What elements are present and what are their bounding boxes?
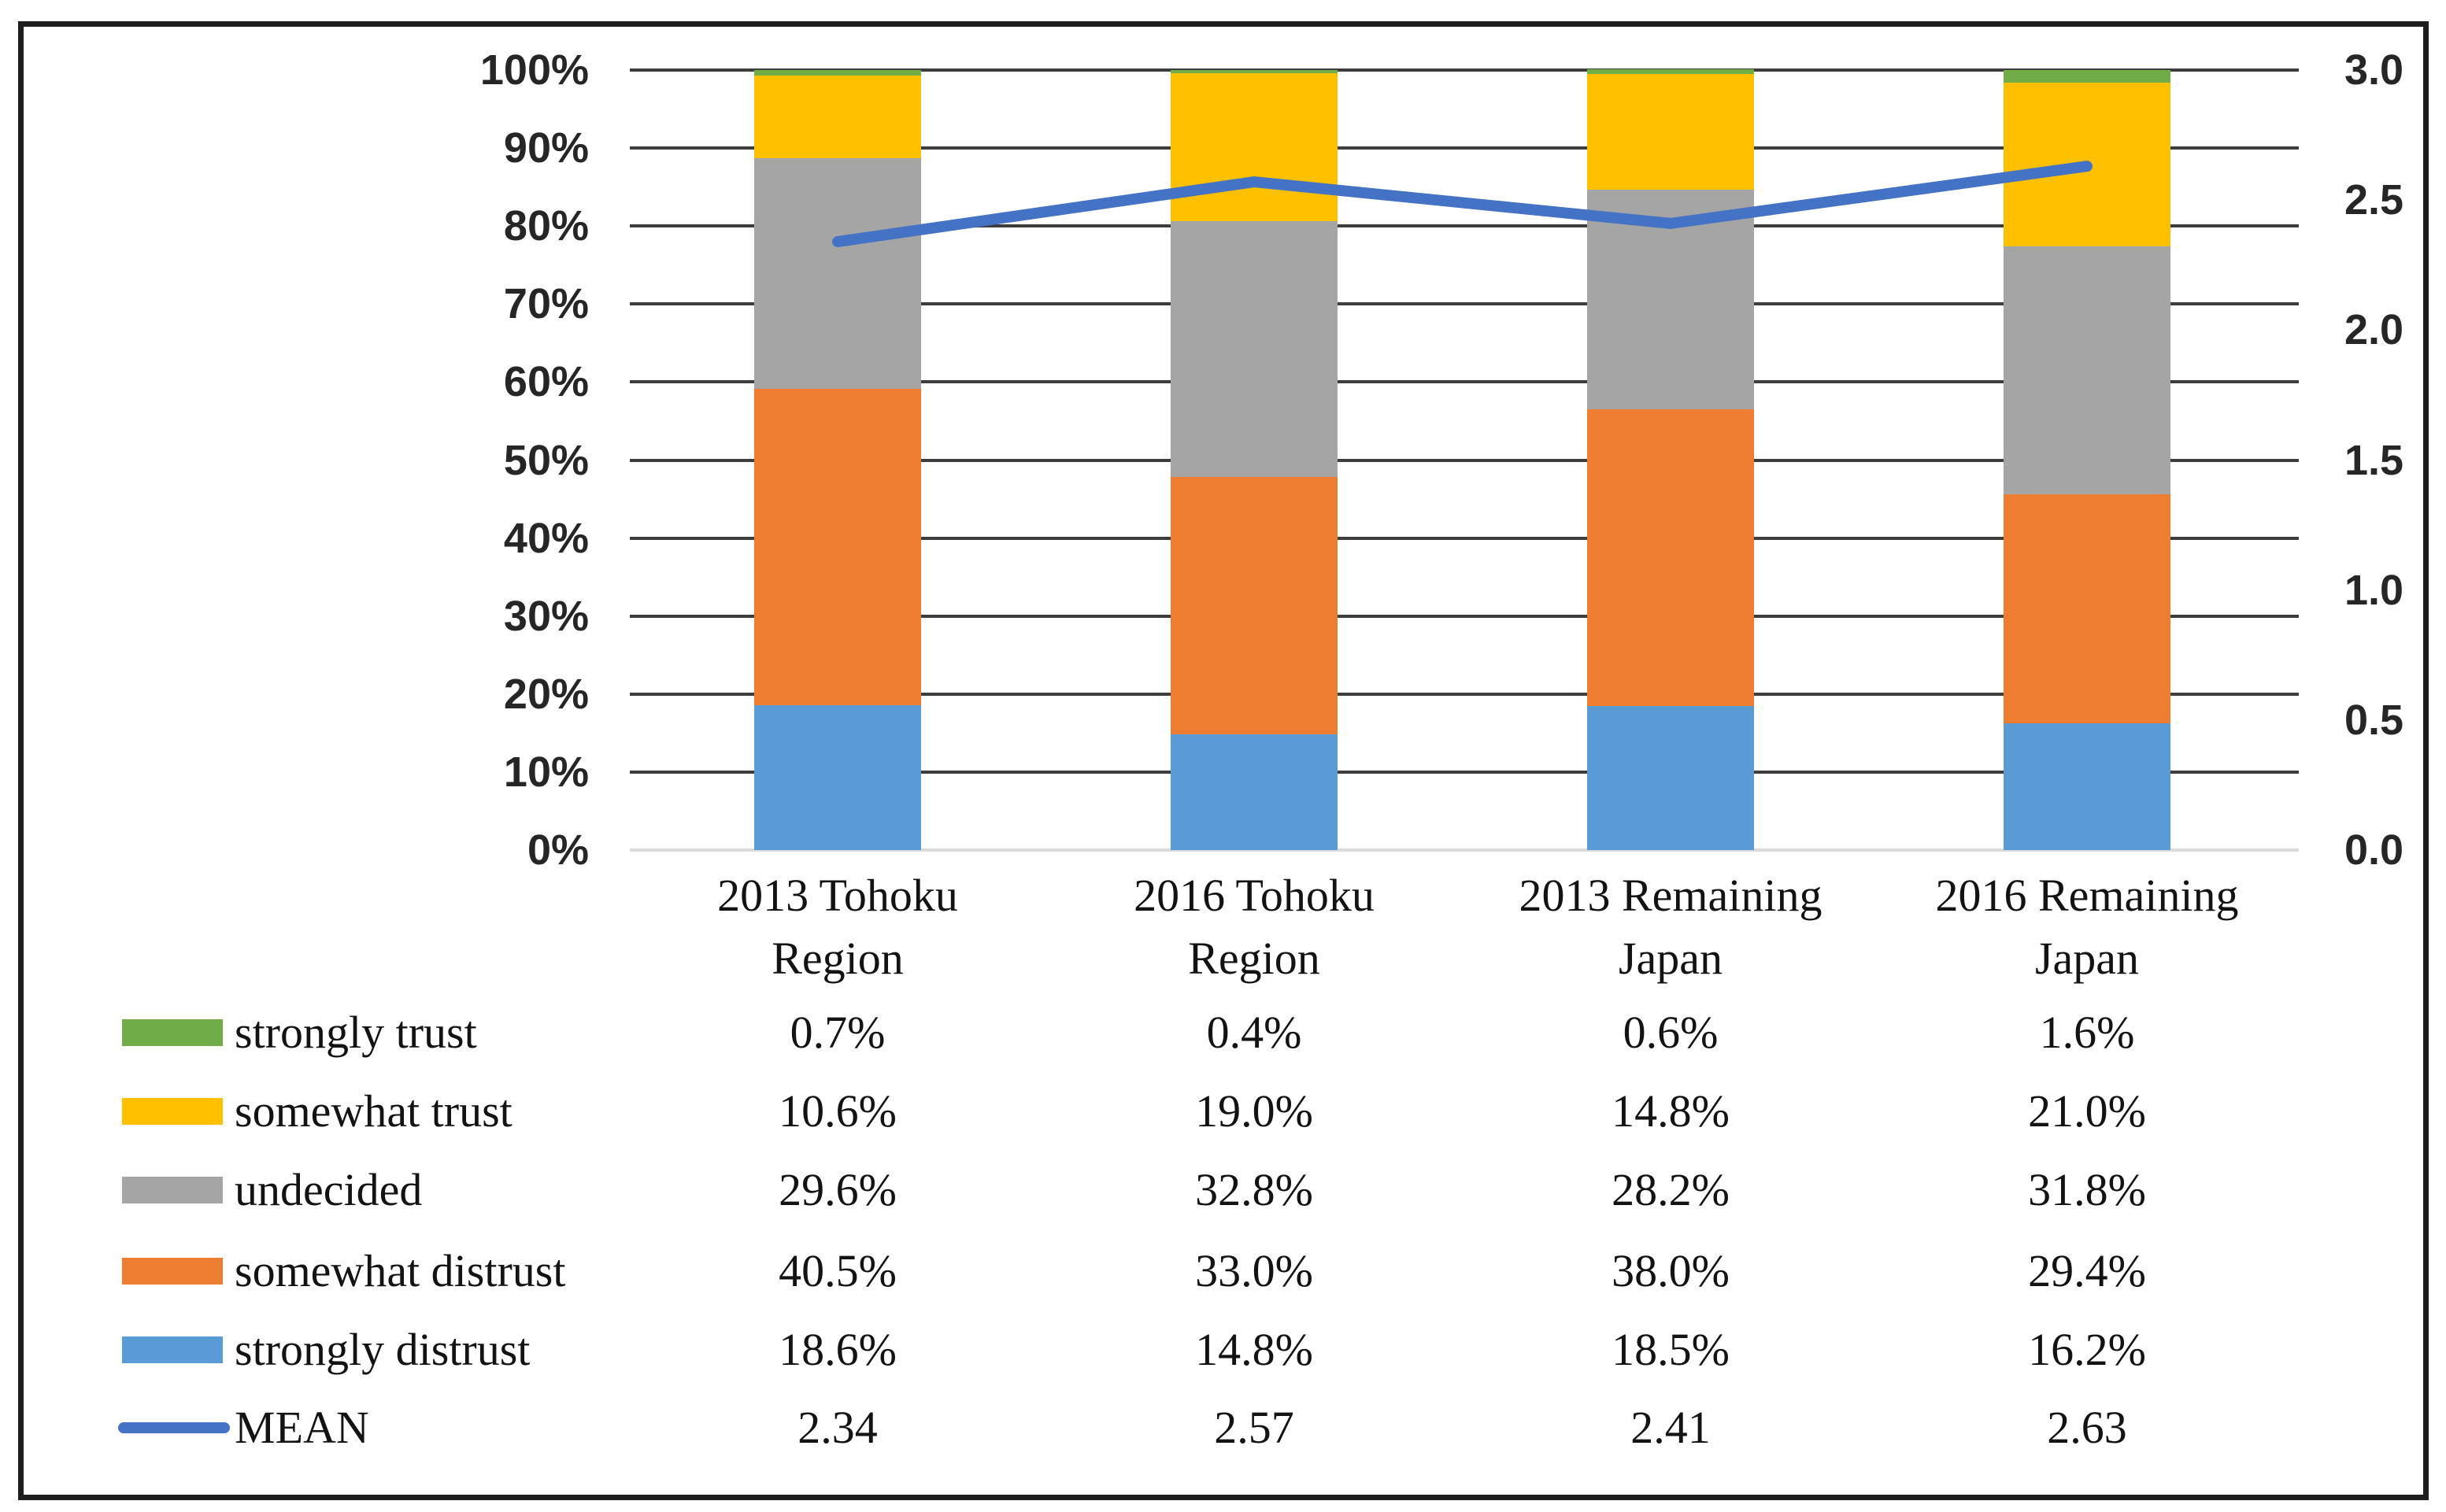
gridline-40% [630,536,2299,540]
legend-label-strongly-distrust: strongly distrust [235,1324,531,1375]
value-somewhat-trust-cat2: 19.0% [1195,1085,1313,1137]
legend-label-mean: MEAN [235,1402,369,1453]
value-mean-cat3: 2.41 [1630,1402,1711,1453]
gridline-10% [630,770,2299,774]
value-strongly-trust-cat4: 1.6% [2039,1007,2135,1058]
left-axis-tick-40%: 40% [503,514,589,562]
value-somewhat-distrust-cat1: 40.5% [779,1245,897,1296]
left-axis-tick-90%: 90% [503,124,589,172]
right-axis-tick-3.0: 3.0 [2344,46,2404,94]
bar-segment-strongly-distrust-cat1 [754,704,921,850]
legend-label-strongly-trust: strongly trust [235,1007,477,1058]
bar-segment-somewhat-distrust-cat3 [1587,409,1754,706]
category-label-3: 2013 Remaining Japan [1519,870,1822,985]
bar-segment-somewhat-distrust-cat2 [1171,477,1338,735]
left-axis-tick-20%: 20% [503,670,589,718]
value-strongly-distrust-cat3: 18.5% [1612,1324,1730,1375]
value-somewhat-distrust-cat4: 29.4% [2028,1245,2146,1296]
value-strongly-trust-cat2: 0.4% [1206,1007,1302,1058]
gridline-90% [630,146,2299,150]
gridline-30% [630,614,2299,618]
gridline-60% [630,380,2299,384]
legend-swatch-somewhat-distrust [122,1258,223,1285]
legend-label-undecided: undecided [235,1164,423,1215]
left-axis-tick-70%: 70% [503,280,589,328]
value-somewhat-trust-cat1: 10.6% [779,1085,897,1137]
gridline-80% [630,224,2299,228]
legend-label-somewhat-distrust: somewhat distrust [235,1245,566,1296]
category-label-2: 2016 Tohoku Region [1134,870,1375,985]
bar-segment-somewhat-trust-cat1 [754,75,921,158]
mean-line-path [832,161,2093,248]
legend-swatch-somewhat-trust [122,1098,223,1125]
right-axis-tick-0.0: 0.0 [2344,826,2404,874]
left-axis-tick-60%: 60% [503,358,589,406]
legend-line-swatch-mean [118,1422,230,1433]
category-label-1: 2013 Tohoku Region [717,870,958,985]
value-undecided-cat4: 31.8% [2028,1164,2146,1215]
value-strongly-trust-cat1: 0.7% [790,1007,886,1058]
value-strongly-distrust-cat4: 16.2% [2028,1324,2146,1375]
left-axis-tick-100%: 100% [479,46,589,94]
bar-segment-somewhat-trust-cat2 [1171,72,1338,222]
bar-segment-somewhat-distrust-cat1 [754,389,921,705]
right-axis-tick-2.5: 2.5 [2344,176,2404,224]
bar-segment-somewhat-distrust-cat4 [2004,494,2170,724]
value-somewhat-distrust-cat2: 33.0% [1195,1245,1313,1296]
value-strongly-trust-cat3: 0.6% [1623,1007,1719,1058]
bar-segment-strongly-trust-cat1 [754,70,921,76]
value-mean-cat4: 2.63 [2047,1402,2127,1453]
legend-swatch-undecided [122,1177,223,1203]
legend-label-somewhat-trust: somewhat trust [235,1085,513,1137]
value-strongly-distrust-cat1: 18.6% [779,1324,897,1375]
value-undecided-cat1: 29.6% [779,1164,897,1215]
legend-swatch-strongly-trust [122,1019,223,1046]
right-axis-tick-1.5: 1.5 [2344,436,2404,484]
bar-segment-strongly-distrust-cat2 [1171,734,1338,850]
left-axis-tick-10%: 10% [503,748,589,796]
bar-segment-undecided-cat2 [1171,221,1338,478]
bar-segment-strongly-distrust-cat3 [1587,705,1754,850]
bar-segment-undecided-cat4 [2004,246,2170,495]
value-strongly-distrust-cat2: 14.8% [1195,1324,1313,1375]
value-undecided-cat3: 28.2% [1612,1164,1730,1215]
left-axis-tick-30%: 30% [503,592,589,640]
category-label-4: 2016 Remaining Japan [1935,870,2239,985]
gridline-20% [630,692,2299,696]
legend-swatch-strongly-distrust [122,1336,223,1363]
left-axis-tick-0%: 0% [527,826,589,874]
right-axis-tick-0.5: 0.5 [2344,696,2404,744]
left-axis-tick-50%: 50% [503,436,589,484]
value-mean-cat1: 2.34 [797,1402,878,1453]
bar-segment-strongly-trust-cat3 [1587,69,1754,74]
bar-segment-somewhat-trust-cat3 [1587,73,1754,190]
bar-segment-strongly-trust-cat2 [1171,70,1338,73]
value-mean-cat2: 2.57 [1214,1402,1294,1453]
value-undecided-cat2: 32.8% [1195,1164,1313,1215]
left-axis-tick-80%: 80% [503,202,589,250]
gridline-50% [630,458,2299,462]
value-somewhat-distrust-cat3: 38.0% [1612,1245,1730,1296]
value-somewhat-trust-cat4: 21.0% [2028,1085,2146,1137]
gridline-100% [630,68,2299,72]
gridline-70% [630,302,2299,306]
value-somewhat-trust-cat3: 14.8% [1612,1085,1730,1137]
right-axis-tick-2.0: 2.0 [2344,306,2404,354]
bar-segment-strongly-trust-cat4 [2004,70,2170,83]
bar-segment-undecided-cat1 [754,157,921,390]
gridline-0% [630,848,2299,852]
right-axis-tick-1.0: 1.0 [2344,566,2404,614]
bar-segment-strongly-distrust-cat4 [2004,723,2170,850]
